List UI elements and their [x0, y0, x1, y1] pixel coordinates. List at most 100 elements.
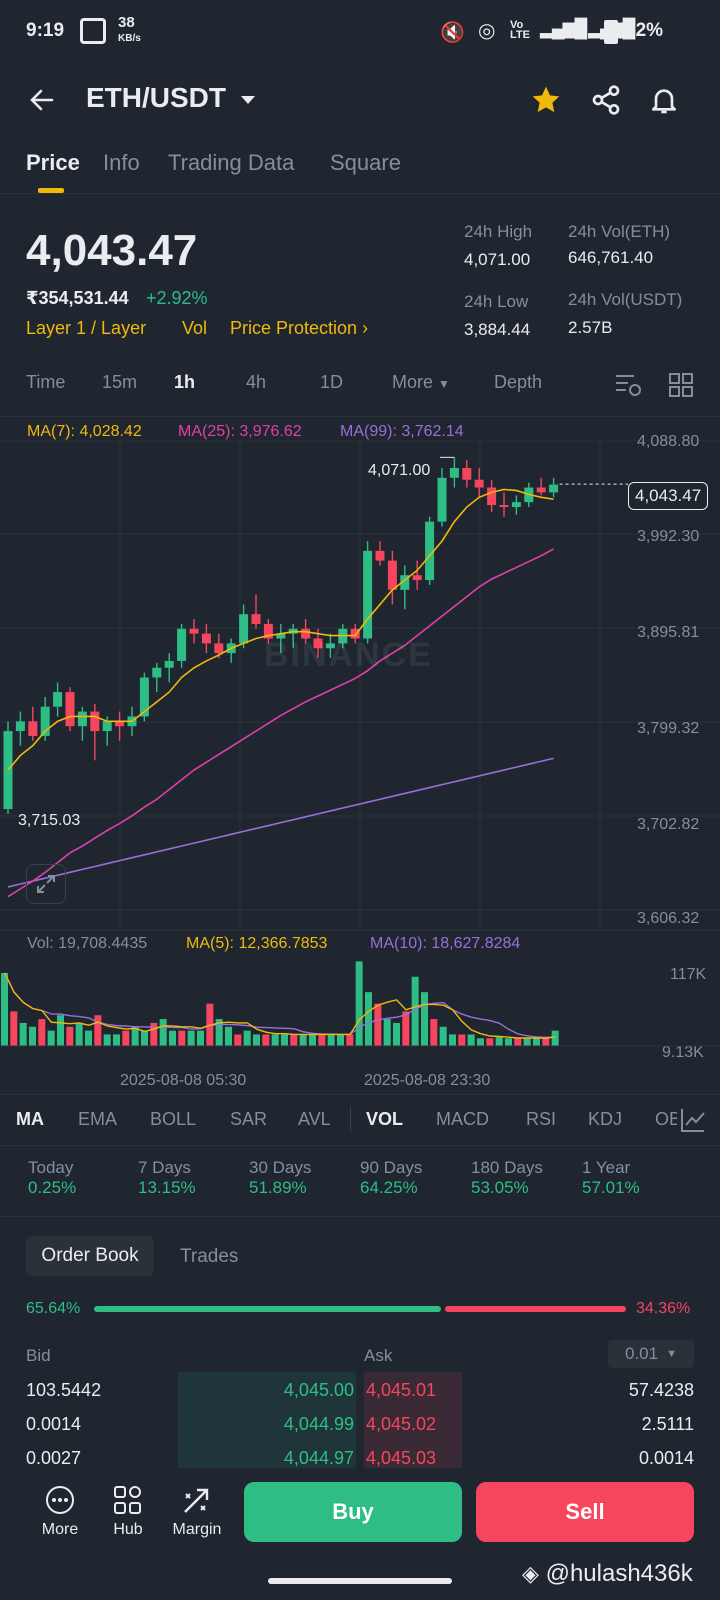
price-change: +2.92%: [146, 288, 208, 308]
order-row[interactable]: 0.0014 4,044.99 4,045.02 2.5111: [0, 1414, 720, 1442]
timeframe-15m[interactable]: 15m: [102, 372, 138, 392]
nav-more[interactable]: More: [34, 1484, 86, 1539]
nav-more-label: More: [41, 1521, 79, 1538]
volte-icon: Vo LTE: [510, 19, 530, 41]
share-icon[interactable]: [590, 84, 622, 116]
candle-body: [263, 623, 273, 639]
x-axis-date-2: 2025-08-08 23:30: [364, 1072, 491, 1089]
buy-button[interactable]: Buy: [244, 1482, 462, 1542]
candlestick-chart[interactable]: [0, 440, 720, 930]
nav-margin[interactable]: Margin: [168, 1484, 226, 1539]
indicator-kdj[interactable]: KDJ: [588, 1109, 623, 1129]
indicator-obv[interactable]: OBV: [655, 1109, 677, 1129]
depth-tab[interactable]: Depth: [494, 372, 543, 392]
margin-icon: [184, 1488, 209, 1513]
favorite-star-icon[interactable]: [530, 84, 562, 116]
low-marker-label: 3,715.03: [18, 812, 81, 829]
ask-percent: 34.36%: [636, 1300, 691, 1317]
timeframe-1h[interactable]: 1h: [174, 372, 196, 392]
ma99-line: [7, 757, 554, 888]
candle-body: [3, 731, 13, 810]
bell-icon[interactable]: [648, 84, 680, 116]
indicator-settings-icon[interactable]: [680, 1107, 706, 1133]
volume-bar: [458, 1034, 466, 1046]
perf-180d-label: 180 Days: [471, 1158, 543, 1177]
candle-body: [139, 677, 149, 717]
timeframe-1d[interactable]: 1D: [320, 372, 344, 392]
candle-body: [251, 614, 261, 624]
candle-body: [28, 721, 38, 736]
more-dropdown-icon: ▼: [438, 377, 450, 391]
chart-settings-icon[interactable]: [614, 372, 642, 398]
perf-today: Today 0.25%: [28, 1158, 76, 1198]
candle-body: [53, 692, 63, 707]
ma7-label: MA(7): 4,028.42: [27, 423, 142, 440]
ask-ratio-fill: [445, 1306, 626, 1312]
vol-label: Vol: 19,708.4435: [27, 935, 148, 952]
timeframe-4h[interactable]: 4h: [246, 372, 267, 392]
volume-chart: [0, 961, 720, 1047]
tab-trading-data[interactable]: Trading Data: [168, 150, 295, 175]
order-row[interactable]: 0.0027 4,044.97 4,045.03 0.0014: [0, 1448, 720, 1468]
tag-price-protection[interactable]: Price Protection ›: [230, 318, 368, 339]
volume-bar: [477, 1038, 484, 1046]
candle-body: [276, 633, 286, 639]
indicator-ema[interactable]: EMA: [78, 1109, 118, 1129]
volume-bar: [449, 1034, 456, 1046]
sell-button[interactable]: Sell: [476, 1482, 694, 1542]
perf-1y-label: 1 Year: [582, 1158, 631, 1177]
tab-square[interactable]: Square: [330, 150, 401, 175]
indicator-vol[interactable]: VOL: [366, 1109, 404, 1129]
bid-qty: 103.5442: [26, 1380, 102, 1400]
volume-bar: [393, 1022, 400, 1046]
candle-body: [90, 711, 100, 732]
indicator-boll[interactable]: BOLL: [150, 1109, 197, 1129]
mute-icon: 🔇: [440, 22, 465, 44]
indicator-avl[interactable]: AVL: [298, 1109, 331, 1129]
timeframe-more[interactable]: More ▼: [392, 372, 450, 393]
nav-margin-label: Margin: [172, 1521, 222, 1538]
indicator-rsi[interactable]: RSI: [526, 1109, 557, 1129]
candle-body: [65, 692, 75, 727]
ma25-label: MA(25): 3,976.62: [178, 423, 302, 440]
nav-hub[interactable]: Hub: [106, 1484, 150, 1539]
volume-bar: [299, 1034, 307, 1046]
pair-dropdown-icon[interactable]: [240, 94, 256, 106]
ask-price: 4,045.03: [366, 1448, 437, 1468]
candle-body: [152, 667, 162, 678]
layout-grid-icon[interactable]: [668, 372, 694, 398]
volume-bar: [38, 1019, 46, 1046]
y-axis-label: 3,606.32: [637, 910, 700, 927]
tag-layer[interactable]: Layer 1 / Layer: [26, 318, 147, 338]
tab-order-book[interactable]: Order Book: [26, 1236, 154, 1276]
tag-vol[interactable]: Vol: [182, 318, 208, 338]
perf-1y-value: 57.01%: [582, 1178, 640, 1197]
network-speed-unit: KB/s: [118, 33, 141, 44]
high-value: 4,071.00: [464, 250, 531, 269]
divider: [0, 1216, 720, 1217]
tab-info[interactable]: Info: [103, 150, 140, 175]
order-row[interactable]: 103.5442 4,045.00 4,045.01 57.4238: [0, 1380, 720, 1408]
volume-bar: [262, 1034, 270, 1046]
tab-price[interactable]: Price: [26, 150, 80, 175]
expand-chart-icon[interactable]: [26, 864, 66, 904]
volume-bar: [467, 1034, 475, 1046]
indicator-macd[interactable]: MACD: [436, 1109, 489, 1129]
volume-bar: [290, 1034, 298, 1046]
vol-ma5-line: [4, 972, 556, 1040]
bid-depth-shade: [178, 1372, 356, 1468]
volume-bar: [47, 1030, 55, 1046]
perf-7d-label: 7 Days: [138, 1158, 191, 1177]
timeframe-time[interactable]: Time: [26, 372, 66, 392]
tab-trades[interactable]: Trades: [180, 1246, 239, 1267]
precision-select[interactable]: 0.01 ▼: [608, 1340, 694, 1368]
indicator-sar[interactable]: SAR: [230, 1109, 268, 1129]
expand-arrows-icon: [37, 875, 55, 893]
hotspot-icon: ◎: [478, 20, 496, 42]
home-indicator[interactable]: [268, 1578, 452, 1584]
pair-title[interactable]: ETH/USDT: [86, 82, 226, 113]
tag-price-protection-label: Price Protection: [230, 318, 358, 338]
indicator-ma[interactable]: MA: [16, 1109, 44, 1129]
candle-body: [40, 706, 50, 736]
back-arrow-icon[interactable]: [28, 86, 56, 114]
